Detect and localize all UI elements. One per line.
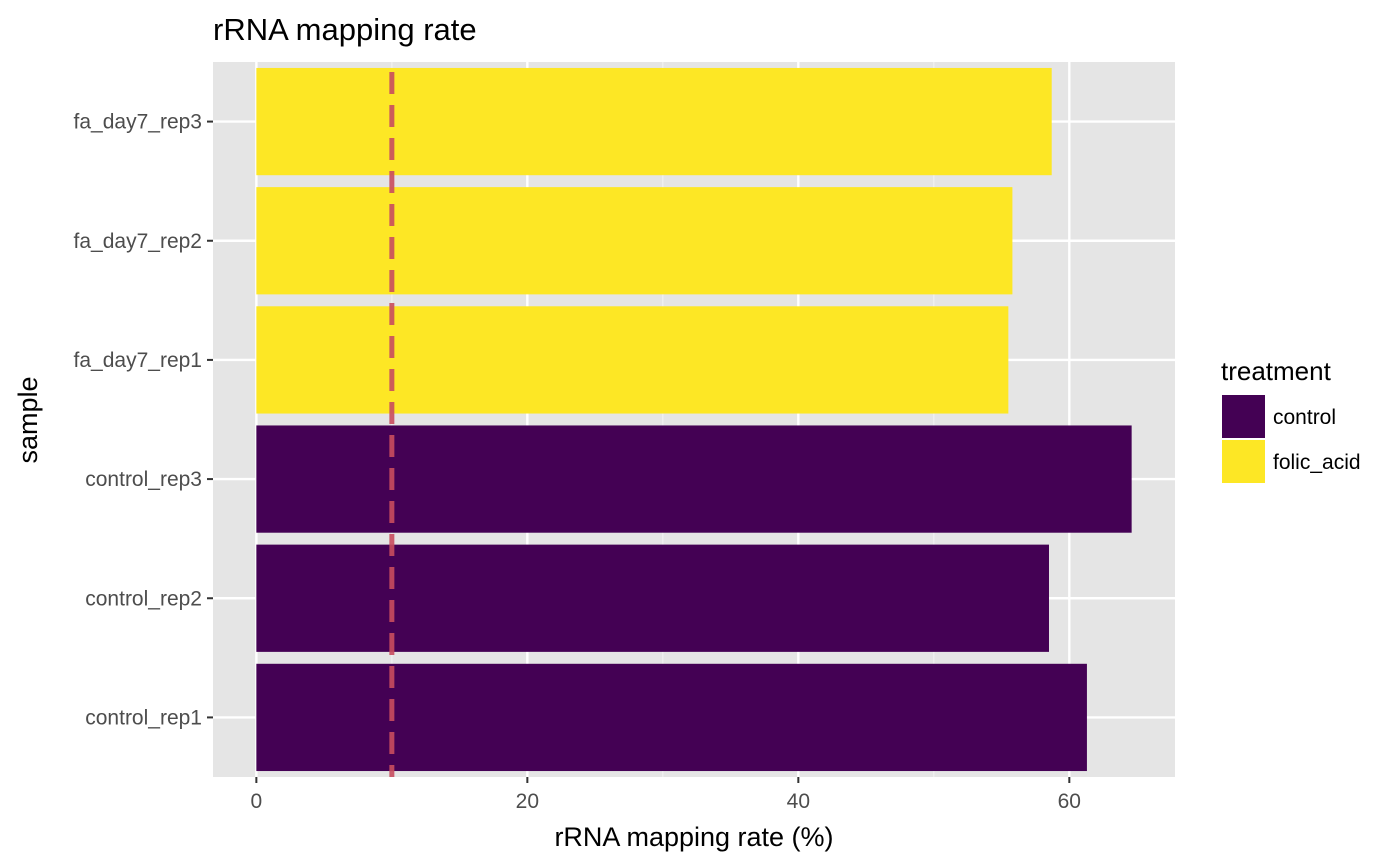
bar-fa_day7_rep1 <box>256 306 1009 414</box>
bars <box>256 67 1132 772</box>
x-axis-title: rRNA mapping rate (%) <box>554 822 833 852</box>
x-tick-label: 20 <box>516 790 539 813</box>
plot-panel <box>213 62 1175 777</box>
bar-fa_day7_rep3 <box>256 67 1052 176</box>
y-axis-title: sample <box>13 376 43 463</box>
bar-control_rep1 <box>256 663 1087 772</box>
y-tick-label: fa_day7_rep2 <box>74 230 202 253</box>
x-tick-label: 60 <box>1058 790 1081 813</box>
bar-control_rep3 <box>256 425 1132 533</box>
bar-fa_day7_rep2 <box>256 187 1013 295</box>
legend-key-control <box>1222 395 1265 438</box>
legend: treatment control folic_acid <box>1221 356 1361 483</box>
y-tick-label: control_rep3 <box>85 468 202 491</box>
y-tick-label: fa_day7_rep3 <box>74 111 202 134</box>
y-tick-label: fa_day7_rep1 <box>74 349 202 372</box>
y-axis: control_rep1 control_rep2 control_rep3 fa_d… <box>74 111 213 729</box>
bar-control_rep2 <box>256 544 1049 652</box>
y-tick-label: control_rep1 <box>85 706 202 729</box>
legend-label: control <box>1273 406 1336 429</box>
x-tick-label: 40 <box>787 790 810 813</box>
x-axis: 0 20 40 60 <box>251 777 1081 813</box>
legend-title: treatment <box>1221 356 1332 386</box>
x-tick-label: 0 <box>251 790 263 813</box>
legend-key-folic_acid <box>1222 440 1265 483</box>
y-tick-label: control_rep2 <box>85 587 202 610</box>
legend-label: folic_acid <box>1273 451 1361 474</box>
chart-title: rRNA mapping rate <box>213 12 477 47</box>
